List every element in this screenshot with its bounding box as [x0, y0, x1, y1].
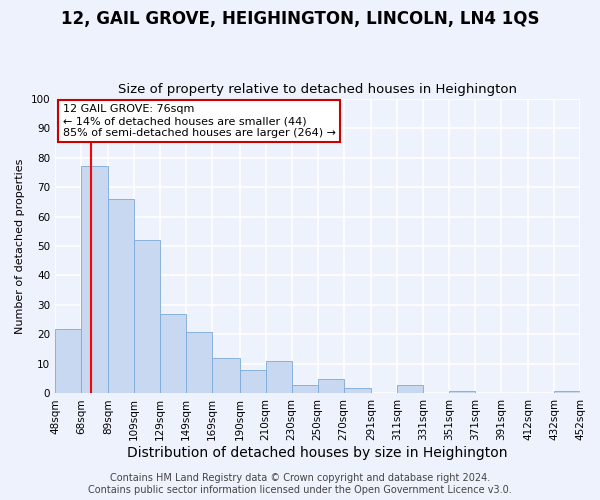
Bar	[449, 390, 475, 394]
Bar	[55, 328, 81, 394]
Bar	[344, 388, 371, 394]
Bar	[239, 370, 266, 394]
Text: 12, GAIL GROVE, HEIGHINGTON, LINCOLN, LN4 1QS: 12, GAIL GROVE, HEIGHINGTON, LINCOLN, LN…	[61, 10, 539, 28]
Bar	[160, 314, 186, 394]
Bar	[81, 166, 109, 394]
Bar	[266, 361, 292, 394]
Bar	[292, 384, 317, 394]
Bar	[554, 390, 580, 394]
Bar	[317, 378, 344, 394]
Bar	[186, 332, 212, 394]
Bar	[134, 240, 160, 394]
Bar	[109, 199, 134, 394]
Text: Contains HM Land Registry data © Crown copyright and database right 2024.
Contai: Contains HM Land Registry data © Crown c…	[88, 474, 512, 495]
Bar	[212, 358, 239, 394]
Title: Size of property relative to detached houses in Heighington: Size of property relative to detached ho…	[118, 83, 517, 96]
Text: 12 GAIL GROVE: 76sqm
← 14% of detached houses are smaller (44)
85% of semi-detac: 12 GAIL GROVE: 76sqm ← 14% of detached h…	[63, 104, 336, 138]
X-axis label: Distribution of detached houses by size in Heighington: Distribution of detached houses by size …	[127, 446, 508, 460]
Y-axis label: Number of detached properties: Number of detached properties	[15, 158, 25, 334]
Bar	[397, 384, 423, 394]
